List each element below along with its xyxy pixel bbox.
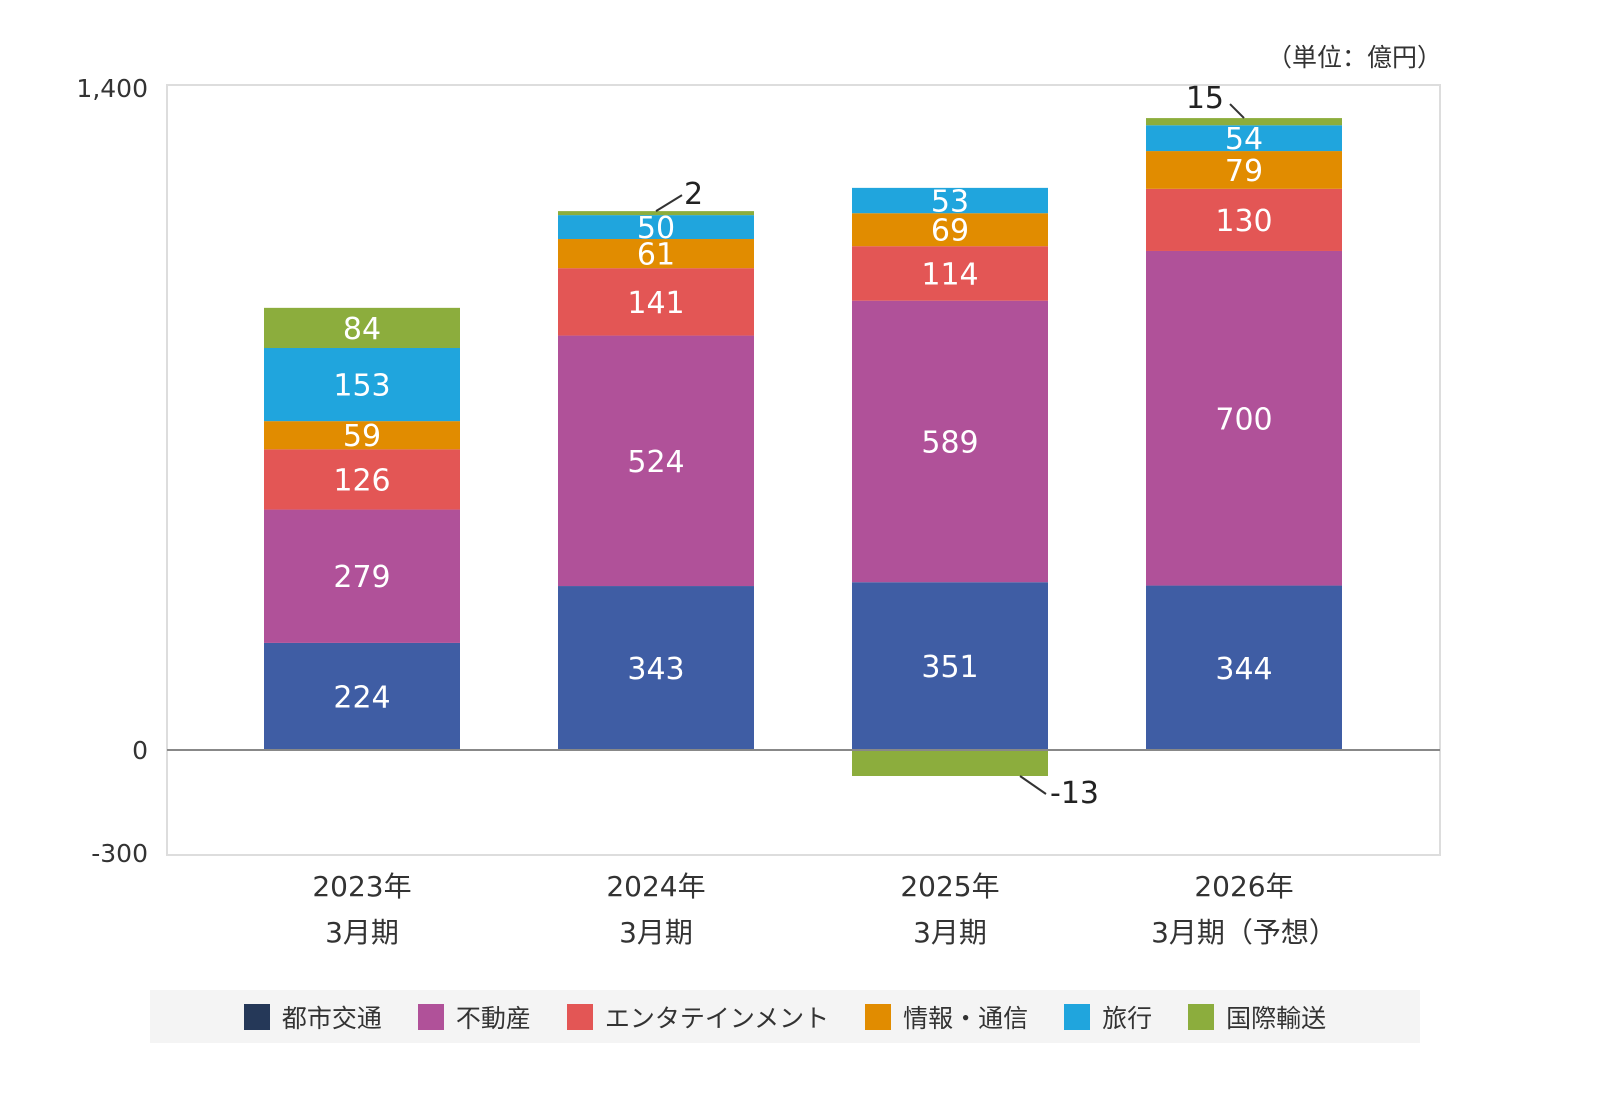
- bar-segment: [558, 268, 754, 336]
- x-tick-label: 2024年: [606, 870, 705, 903]
- legend-label: 国際輸送: [1226, 1003, 1327, 1033]
- data-label: 79: [1225, 154, 1263, 189]
- x-tick-label: 2025年: [900, 870, 999, 903]
- bar-segment: [852, 213, 1048, 247]
- bar-segment: [1146, 151, 1342, 189]
- data-label: 53: [931, 185, 969, 220]
- x-tick-label: 2026年: [1194, 870, 1293, 903]
- bar-segment: [852, 246, 1048, 301]
- legend-swatch: [243, 1003, 270, 1030]
- data-label: 344: [1215, 652, 1272, 687]
- bar-segment: [1146, 250, 1342, 586]
- x-tick-label: 3月期: [913, 916, 987, 949]
- bar-segment: [1146, 118, 1342, 126]
- bar-segment: [852, 750, 1048, 776]
- bar-segment: [852, 300, 1048, 583]
- data-label: 59: [343, 419, 381, 454]
- leader-line: [1229, 103, 1245, 119]
- data-label: 2: [684, 177, 703, 212]
- bar-segment: [558, 239, 754, 269]
- data-label: 589: [921, 425, 978, 460]
- legend-label: 旅行: [1102, 1003, 1153, 1033]
- bar-segment: [852, 582, 1048, 750]
- leader-line: [655, 194, 683, 212]
- legend-item: 都市交通: [243, 999, 382, 1035]
- legend-swatch: [865, 1003, 892, 1030]
- bar-segment: [264, 642, 460, 750]
- data-label: 130: [1215, 204, 1272, 239]
- data-label: 524: [627, 445, 684, 480]
- bar-segment: [1146, 125, 1342, 152]
- unit-label: （単位：億円）: [1267, 43, 1442, 72]
- legend-swatch: [1064, 1003, 1091, 1030]
- legend-swatch: [417, 1003, 444, 1030]
- legend: 都市交通 不動産 エンタテインメント 情報・通信 旅行 国際輸送: [150, 990, 1420, 1043]
- bar-segment: [558, 215, 754, 240]
- data-label: 50: [637, 211, 675, 246]
- data-label: 15: [1186, 81, 1224, 116]
- legend-item: 不動産: [417, 999, 531, 1035]
- y-tick-label: 0: [132, 736, 148, 765]
- leader-line: [1019, 775, 1047, 795]
- legend-label: エンタテインメント: [604, 1003, 830, 1033]
- x-tick-label: 2023年: [312, 870, 411, 903]
- bar-segment: [264, 449, 460, 510]
- data-label: 153: [333, 369, 390, 404]
- legend-swatch: [1188, 1003, 1215, 1030]
- legend-item: 情報・通信: [865, 999, 1028, 1035]
- legend-label: 不動産: [455, 1003, 531, 1033]
- legend-label: 都市交通: [281, 1003, 382, 1033]
- plot-frame: [166, 84, 1441, 856]
- data-label: 141: [627, 286, 684, 321]
- legend-label: 情報・通信: [903, 1003, 1029, 1033]
- bar-segment: [1146, 585, 1342, 750]
- x-tick-label: 3月期（予想）: [1151, 916, 1337, 949]
- bar-segment: [264, 509, 460, 643]
- legend-swatch: [566, 1003, 593, 1030]
- data-label: 84: [343, 312, 381, 347]
- data-label: 279: [333, 560, 390, 595]
- bar-segment: [1146, 188, 1342, 251]
- legend-item: エンタテインメント: [566, 999, 830, 1035]
- data-label: 351: [921, 650, 978, 685]
- data-label: 343: [627, 652, 684, 687]
- data-label: 700: [1215, 402, 1272, 437]
- data-label: 126: [333, 463, 390, 498]
- y-tick-label: -300: [91, 839, 148, 868]
- data-label: 224: [333, 680, 390, 715]
- data-label: 114: [921, 257, 978, 292]
- bar-segment: [264, 348, 460, 422]
- bar-segment: [558, 586, 754, 750]
- data-label: -13: [1050, 776, 1099, 811]
- legend-item: 旅行: [1064, 999, 1152, 1035]
- bar-segment: [264, 421, 460, 450]
- legend-item: 国際輸送: [1188, 999, 1326, 1035]
- bar-segment: [852, 187, 1048, 214]
- bar-segment: [264, 307, 460, 349]
- data-label: 69: [931, 214, 969, 249]
- y-tick-label: 1,400: [76, 74, 148, 103]
- x-tick-label: 3月期: [619, 916, 693, 949]
- data-label: 61: [637, 238, 675, 273]
- bar-segment: [558, 335, 754, 587]
- x-tick-label: 3月期: [325, 916, 399, 949]
- bar-segment: [558, 211, 754, 216]
- data-label: 54: [1225, 122, 1263, 157]
